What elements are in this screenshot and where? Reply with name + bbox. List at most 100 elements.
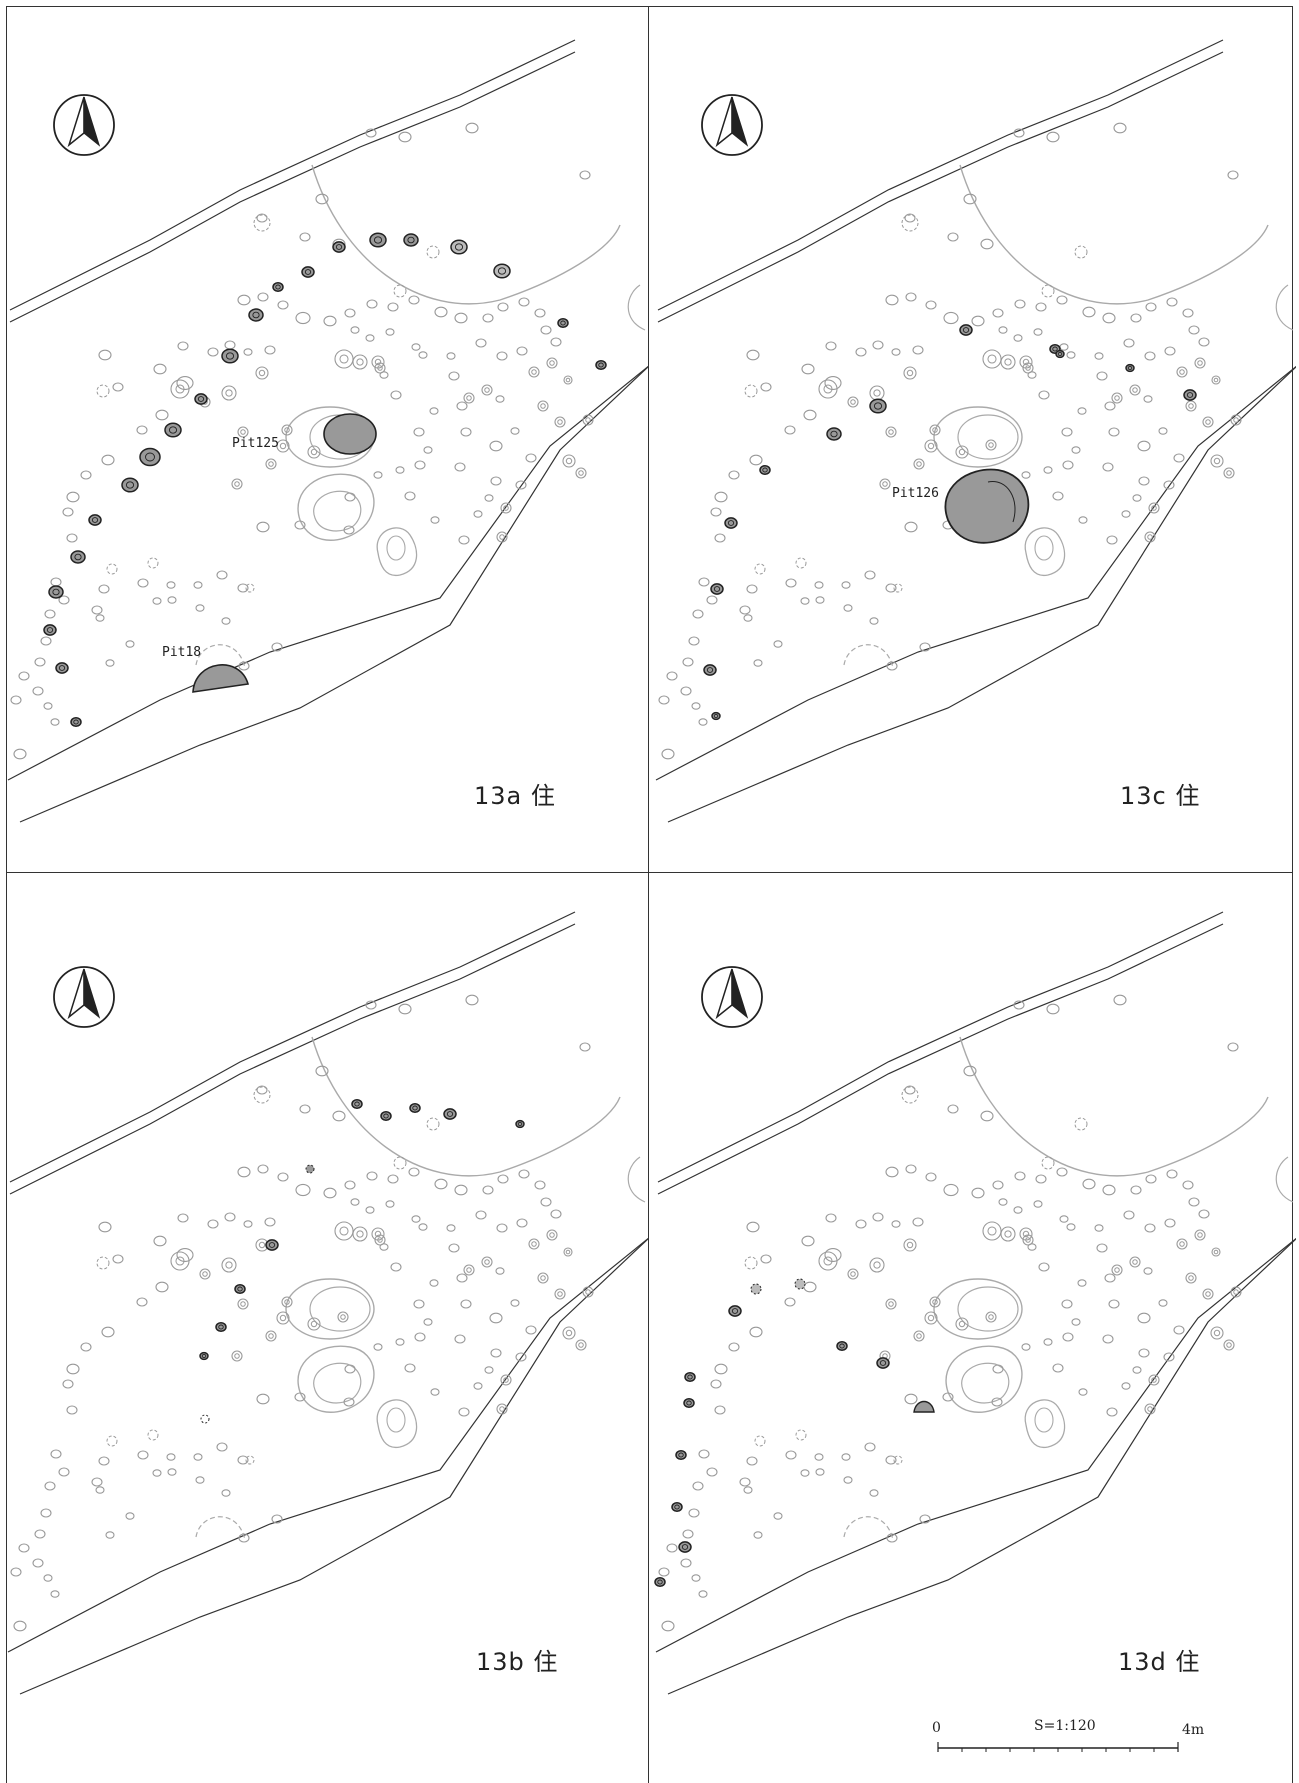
post-hole [1061, 427, 1073, 437]
post-hole [714, 1363, 728, 1375]
post-hole [50, 1449, 62, 1459]
trench-edge-top-outer [9, 911, 576, 1183]
post-hole-ring [1129, 384, 1141, 396]
post-hole [193, 1453, 203, 1461]
selected-post-hole [1183, 389, 1197, 401]
post-hole [271, 1514, 283, 1524]
post-hole [238, 1533, 250, 1543]
post-hole-ring-inner [565, 1249, 571, 1255]
post-hole-ring [352, 1226, 368, 1242]
trench-edge-bottom-outer [667, 1238, 1296, 1695]
post-hole [1137, 1312, 1151, 1324]
post-hole [515, 1352, 527, 1362]
post-hole [429, 1279, 439, 1287]
post-hole-dashed [96, 1256, 110, 1270]
post-hole [34, 1529, 46, 1539]
post-hole-ring-inner [906, 369, 914, 377]
post-hole [495, 395, 505, 403]
post-hole [1143, 1267, 1153, 1275]
post-hole [1078, 516, 1088, 524]
pit126-highlight [944, 468, 1030, 544]
post-hole-ring [1223, 1339, 1235, 1351]
post-hole-ring [337, 1311, 349, 1323]
post-hole [137, 578, 149, 588]
post-hole [540, 1197, 552, 1207]
post-hole-ring-inner [873, 1261, 881, 1269]
post-hole-ring-inner [234, 481, 240, 487]
post-hole [1138, 1348, 1150, 1358]
post-hole [550, 337, 562, 347]
post-hole [1066, 1223, 1076, 1231]
selected-post-hole-core [412, 1105, 418, 1111]
post-hole [91, 605, 103, 615]
post-hole [1182, 1180, 1194, 1190]
selected-post-hole-core [52, 588, 60, 596]
post-hole-ring [985, 1311, 997, 1323]
post-hole [886, 1533, 898, 1543]
trench-edge-bottom-inner [7, 1237, 648, 1653]
selected-post-hole [409, 1103, 421, 1113]
post-hole [706, 595, 718, 605]
post-hole [803, 1281, 817, 1293]
post-hole [137, 1450, 149, 1460]
post-hole-ring-inner [927, 1314, 935, 1322]
post-hole-ring-inner [1151, 1377, 1157, 1383]
post-hole-ring [237, 1298, 249, 1310]
post-hole [1013, 1000, 1025, 1010]
post-hole [155, 1281, 169, 1293]
post-hole-ring [463, 392, 475, 404]
post-hole [153, 363, 167, 375]
selected-post-hole-core [674, 1504, 680, 1510]
frame-right [1292, 6, 1293, 1783]
post-hole [869, 1489, 879, 1497]
post-hole [785, 578, 797, 588]
post-hole-ring [985, 439, 997, 451]
frame-left [6, 6, 7, 1783]
post-hole [454, 1184, 468, 1196]
post-hole [489, 440, 503, 452]
post-hole-ring-inner [850, 1271, 856, 1277]
post-hole-ring [924, 1311, 938, 1325]
post-hole [13, 748, 27, 760]
post-hole [1158, 427, 1168, 435]
post-hole [1164, 1218, 1176, 1228]
post-hole [1059, 1215, 1069, 1223]
post-hole-dashed [1041, 1156, 1055, 1170]
post-hole [1096, 1243, 1108, 1253]
selected-pit-half [913, 1400, 935, 1413]
post-hole [50, 718, 60, 726]
post-hole [1163, 480, 1175, 490]
post-hole [418, 351, 428, 359]
post-hole-ring-inner [958, 1320, 966, 1328]
post-hole-ring [265, 1330, 277, 1342]
selected-post-hole [826, 427, 842, 441]
trench-edge-top-inner [9, 51, 576, 323]
post-hole-ring [496, 1403, 508, 1415]
post-hole [518, 1169, 530, 1179]
post-hole [698, 1590, 708, 1598]
post-hole [497, 302, 509, 312]
panel-label-13b: 13b 住 [476, 1648, 559, 1676]
post-hole [885, 583, 897, 593]
trench-edge-top-outer [657, 39, 1224, 311]
post-hole-ring-inner [1179, 1241, 1185, 1247]
post-hole [256, 1393, 270, 1405]
post-hole [385, 1200, 395, 1208]
post-hole [801, 1235, 815, 1247]
post-hole [661, 748, 675, 760]
pit-outline-east [1024, 527, 1066, 577]
selected-post-hole [1125, 363, 1135, 373]
post-hole-ring-inner [225, 389, 233, 397]
post-hole-ring-inner [916, 1333, 922, 1339]
selected-post-hole-core [46, 627, 54, 633]
post-hole-ring-inner [310, 1320, 318, 1328]
post-hole [167, 1468, 177, 1476]
post-hole [1059, 343, 1069, 351]
post-hole [10, 1567, 22, 1577]
post-hole [785, 1450, 797, 1460]
post-hole-dashed [426, 245, 440, 259]
post-hole [101, 1326, 115, 1338]
pit-label: Pit126 [892, 486, 939, 501]
post-hole-ring [500, 1374, 512, 1386]
post-hole [430, 516, 440, 524]
